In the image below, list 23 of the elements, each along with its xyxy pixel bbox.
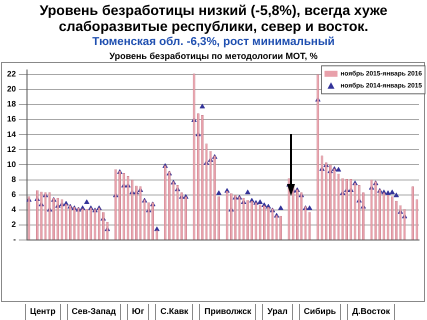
text: Сев-Запад — [66, 304, 121, 320]
y-tick-label: 2 — [11, 220, 16, 230]
chart-title: Уровень безработицы низкий (-5,8%), всегда хуже слаборазвитые республики, север и восток. — [38, 2, 388, 34]
text: Урал — [262, 304, 293, 320]
text: Юг — [126, 304, 150, 320]
y-tick-label: 12 — [6, 144, 16, 154]
y-tick-label: - — [13, 235, 16, 244]
text: Приволжск — [199, 304, 256, 320]
y-tick-label: 22 — [6, 70, 16, 79]
text: Уровень безработицы по методологии МОТ, % — [108, 51, 319, 61]
chart-subtitle: Тюменская обл. -6,3%, рост минимальный — [91, 36, 336, 48]
y-tick-label: 8 — [11, 174, 16, 184]
y-tick-label: 16 — [6, 114, 16, 124]
y-tick-label: 18 — [6, 100, 16, 109]
text: Д.Восток — [347, 304, 395, 320]
text: Сибирь — [298, 304, 342, 320]
text: Центр — [25, 304, 61, 320]
y-tick-label: 4 — [11, 205, 16, 214]
y-tick-label: 20 — [6, 84, 16, 94]
text: С.Кавк — [155, 304, 194, 320]
y-tick-label: 6 — [11, 190, 16, 200]
y-tick-label: 14 — [6, 130, 16, 139]
y-tick-label: 10 — [6, 160, 16, 169]
